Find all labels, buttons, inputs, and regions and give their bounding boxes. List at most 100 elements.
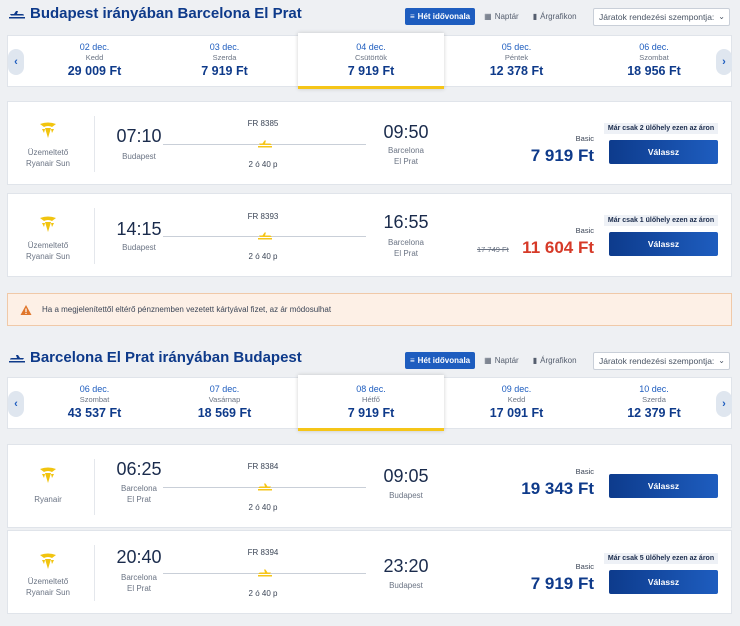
seats-left-badge: Már csak 5 ülőhely ezen az áron [604,553,718,564]
divider [94,116,95,172]
tab-week-timeline[interactable]: ≡ Hét idővonala [405,352,476,369]
fare-type: Basic [575,134,594,143]
departure-time: 20:40 [116,547,162,567]
next-dates-button[interactable]: › [716,391,732,417]
calendar-icon: ▦ [484,356,492,365]
original-price: 17 749 Ft [477,245,509,254]
date-cell[interactable]: 07 dec. Vasárnap 18 569 Ft [197,384,252,420]
plane-icon [258,140,272,148]
outbound-view-tabs: ≡ Hét idővonala ▦ Naptár ▮ Árgrafikon [405,8,582,25]
divider [94,545,95,601]
flight-card: Üzemeltető Ryanair Sun 14:15 Budapest FR … [7,193,732,277]
bar-chart-icon: ▮ [532,356,538,365]
fare-type: Basic [575,226,594,235]
arrival-time: 09:50 [383,122,429,142]
plane-icon [258,569,272,577]
outbound-date-strip: ‹ 02 dec. Kedd 29 009 Ft 03 dec. Szerda 7 91… [7,33,732,89]
arrival-city: Budapest [389,581,423,590]
chevron-down-icon: ⌄ [718,12,725,21]
date-cell[interactable]: 10 dec. Szerda 12 379 Ft [627,384,681,420]
date-cell[interactable]: 06 dec. Szombat 43 537 Ft [67,384,122,420]
select-flight-button[interactable]: Válassz [609,232,718,256]
arrival-time: 09:05 [383,466,429,486]
date-cell[interactable]: 03 dec. Szerda 7 919 Ft [201,42,248,78]
select-flight-button[interactable]: Válassz [609,140,718,164]
flight-price: 11 604 Ft [522,238,594,257]
divider [94,208,95,264]
fare-type: Basic [575,562,594,571]
date-cell[interactable]: 06 dec. Szombat 18 956 Ft [627,42,681,78]
date-cell-selected[interactable]: 04 dec. Csütörtök 7 919 Ft [298,33,444,89]
flight-duration: 2 ó 40 p [248,589,278,598]
departure-time: 06:25 [116,459,162,479]
departure-time: 07:10 [116,126,162,146]
tab-calendar[interactable]: ▦ Naptár [484,12,519,21]
arrival-time: 16:55 [383,212,429,232]
select-flight-button[interactable]: Válassz [609,474,718,498]
departure-city: Budapest [122,243,156,252]
ryanair-logo-icon [40,216,56,232]
list-icon: ≡ [410,356,415,365]
chevron-down-icon: ⌄ [718,356,725,365]
flight-card: Üzemeltető Ryanair Sun 20:40 Barcelona El … [7,530,732,614]
outbound-title: Budapest irányában Barcelona El Prat [30,5,302,22]
sort-dropdown[interactable]: Járatok rendezési szempontja: ⌄ [593,352,730,370]
tab-calendar[interactable]: ▦ Naptár [484,356,519,365]
plane-icon [9,355,25,363]
departure-city: Barcelona El Prat [120,573,158,593]
divider [94,459,95,515]
inbound-date-strip: ‹ 06 dec. Szombat 43 537 Ft 07 dec. Vasárna… [7,375,732,431]
date-cell[interactable]: 05 dec. Péntek 12 378 Ft [489,42,544,78]
ryanair-logo-icon [40,553,56,569]
prev-dates-button[interactable]: ‹ [8,391,24,417]
next-dates-button[interactable]: › [716,49,732,75]
flight-number: FR 8393 [247,212,279,221]
plane-icon [258,232,272,240]
prev-dates-button[interactable]: ‹ [8,49,24,75]
outbound-header: Budapest irányában Barcelona El Prat ≡ Hé… [0,0,740,30]
flight-number: FR 8394 [247,548,279,557]
inbound-title: Barcelona El Prat irányában Budapest [30,349,302,366]
seats-left-badge: Már csak 1 ülőhely ezen az áron [604,215,718,226]
flight-duration: 2 ó 40 p [248,252,278,261]
plane-icon [9,11,25,19]
flight-card: Üzemeltető Ryanair Sun 07:10 Budapest FR … [7,101,732,185]
arrival-city: Budapest [389,491,423,500]
date-cell[interactable]: 02 dec. Kedd 29 009 Ft [67,42,122,78]
calendar-icon: ▦ [484,12,492,21]
flight-duration: 2 ó 40 p [248,503,278,512]
tab-week-timeline[interactable]: ≡ Hét idővonala [405,8,476,25]
flight-price: 7 919 Ft [530,574,594,593]
sort-dropdown[interactable]: Járatok rendezési szempontja: ⌄ [593,8,730,26]
list-icon: ≡ [410,12,415,21]
arrival-time: 23:20 [383,556,429,576]
arrival-city: Barcelona El Prat [387,146,425,166]
notice-text: Ha a megjelenítettől eltérő pénznemben v… [42,305,332,314]
tab-price-chart[interactable]: ▮ Árgrafikon [532,356,577,365]
select-flight-button[interactable]: Válassz [609,570,718,594]
ryanair-logo-icon [40,467,56,483]
seats-left-badge: Már csak 2 ülőhely ezen az áron [604,123,718,134]
date-cell-selected[interactable]: 08 dec. Hétfő 7 919 Ft [298,375,444,431]
flight-price: 19 343 Ft [521,479,594,498]
fare-type: Basic [575,467,594,476]
departure-time: 14:15 [116,219,162,239]
flight-number: FR 8384 [247,462,279,471]
plane-icon [258,483,272,491]
date-cell[interactable]: 09 dec. Kedd 17 091 Ft [489,384,544,420]
warning-icon [20,305,32,315]
flight-number: FR 8385 [247,119,279,128]
departure-city: Budapest [122,152,156,161]
operator-label: Üzemeltető Ryanair Sun [25,148,71,168]
operator-label: Üzemeltető Ryanair Sun [25,577,71,597]
operator-label: Üzemeltető Ryanair Sun [25,241,71,261]
flight-duration: 2 ó 40 p [248,160,278,169]
tab-price-chart[interactable]: ▮ Árgrafikon [532,12,577,21]
bar-chart-icon: ▮ [532,12,538,21]
ryanair-logo-icon [40,122,56,138]
inbound-view-tabs: ≡ Hét idővonala ▦ Naptár ▮ Árgrafikon [405,352,582,369]
departure-city: Barcelona El Prat [120,484,158,504]
flight-card: Ryanair 06:25 Barcelona El Prat FR 8384 2… [7,444,732,528]
currency-notice: Ha a megjelenítettől eltérő pénznemben v… [7,293,732,326]
flight-price: 7 919 Ft [530,146,594,165]
